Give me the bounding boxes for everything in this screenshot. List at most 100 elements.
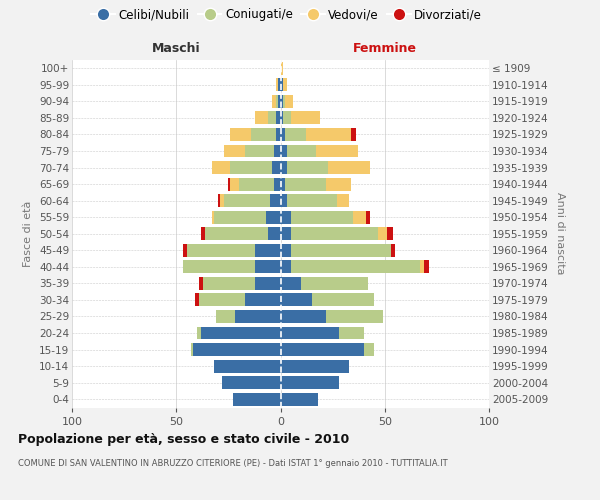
Bar <box>182 260 256 274</box>
Text: COMUNE DI SAN VALENTINO IN ABRUZZO CITERIORE (PE) - Dati ISTAT 1° gennaio 2010 -: COMUNE DI SAN VALENTINO IN ABRUZZO CITER… <box>18 459 448 468</box>
Bar <box>216 310 235 323</box>
Bar <box>256 244 281 257</box>
Bar <box>284 128 305 141</box>
Bar <box>281 376 339 389</box>
Bar <box>328 161 370 174</box>
Bar <box>195 294 199 306</box>
Text: Maschi: Maschi <box>152 42 200 55</box>
Bar <box>229 178 230 190</box>
Bar <box>235 310 281 323</box>
Bar <box>281 244 291 257</box>
Bar <box>291 244 391 257</box>
Bar <box>230 128 251 141</box>
Bar <box>281 260 291 274</box>
Bar <box>281 144 287 158</box>
Bar <box>281 277 301 290</box>
Bar <box>277 78 278 92</box>
Bar <box>352 128 356 141</box>
Bar <box>187 244 256 257</box>
Bar <box>287 161 328 174</box>
Bar <box>281 360 349 372</box>
Bar <box>274 178 281 190</box>
Bar <box>270 194 281 207</box>
Bar <box>272 95 277 108</box>
Bar <box>312 294 374 306</box>
Bar <box>281 112 283 124</box>
Bar <box>301 277 368 290</box>
Bar <box>281 326 339 340</box>
Bar <box>272 161 281 174</box>
Bar <box>291 260 420 274</box>
Bar <box>199 294 245 306</box>
Text: Femmine: Femmine <box>353 42 417 55</box>
Bar <box>284 95 293 108</box>
Bar <box>424 260 428 274</box>
Bar <box>379 228 387 240</box>
Bar <box>277 95 278 108</box>
Bar <box>366 210 370 224</box>
Bar <box>201 228 205 240</box>
Bar <box>287 144 316 158</box>
Bar <box>251 128 277 141</box>
Bar <box>212 161 230 174</box>
Bar <box>224 144 245 158</box>
Y-axis label: Fasce di età: Fasce di età <box>23 200 34 267</box>
Bar <box>305 128 352 141</box>
Bar <box>281 161 287 174</box>
Bar <box>281 310 326 323</box>
Bar <box>266 210 281 224</box>
Bar <box>203 277 256 290</box>
Bar <box>245 294 281 306</box>
Bar <box>224 194 270 207</box>
Bar <box>182 244 187 257</box>
Bar <box>214 210 266 224</box>
Bar <box>283 112 291 124</box>
Bar <box>420 260 424 274</box>
Bar <box>193 343 281 356</box>
Bar <box>316 144 358 158</box>
Bar <box>278 78 281 92</box>
Bar <box>214 360 281 372</box>
Bar <box>191 343 193 356</box>
Bar <box>277 128 281 141</box>
Bar <box>339 326 364 340</box>
Bar <box>281 228 291 240</box>
Bar <box>291 228 379 240</box>
Bar <box>197 326 201 340</box>
Bar <box>391 244 395 257</box>
Bar <box>233 393 281 406</box>
Bar <box>364 343 374 356</box>
Bar <box>281 62 283 74</box>
Bar <box>281 178 284 190</box>
Bar <box>245 144 274 158</box>
Bar <box>277 112 281 124</box>
Bar <box>387 228 393 240</box>
Bar <box>256 112 268 124</box>
Bar <box>239 178 274 190</box>
Bar <box>199 277 203 290</box>
Bar <box>291 210 353 224</box>
Bar <box>256 260 281 274</box>
Bar <box>281 95 283 108</box>
Bar <box>256 277 281 290</box>
Legend: Celibi/Nubili, Coniugati/e, Vedovi/e, Divorziati/e: Celibi/Nubili, Coniugati/e, Vedovi/e, Di… <box>86 4 487 26</box>
Bar <box>268 112 277 124</box>
Bar <box>212 210 214 224</box>
Y-axis label: Anni di nascita: Anni di nascita <box>556 192 565 275</box>
Bar <box>205 228 268 240</box>
Bar <box>201 326 281 340</box>
Bar <box>283 78 287 92</box>
Bar <box>220 194 224 207</box>
Bar <box>281 194 287 207</box>
Text: Popolazione per età, sesso e stato civile - 2010: Popolazione per età, sesso e stato civil… <box>18 432 349 446</box>
Bar <box>281 78 283 92</box>
Bar <box>230 161 272 174</box>
Bar <box>281 294 312 306</box>
Bar <box>281 210 291 224</box>
Bar <box>274 144 281 158</box>
Bar <box>218 194 220 207</box>
Bar <box>353 210 366 224</box>
Bar <box>291 112 320 124</box>
Bar <box>283 95 284 108</box>
Bar <box>281 343 364 356</box>
